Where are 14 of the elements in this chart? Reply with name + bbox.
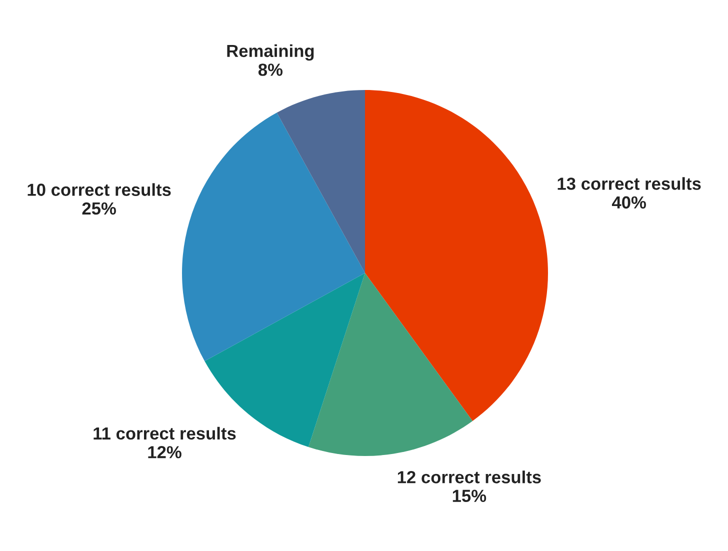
data-label: 15% xyxy=(452,490,486,502)
data-label: 40% xyxy=(612,196,646,209)
data-label: 8% xyxy=(258,64,283,76)
slice-label: 12 correct results xyxy=(398,470,541,484)
slice-label: 13 correct results xyxy=(558,177,701,190)
pie-slice xyxy=(365,90,548,422)
data-label: 25% xyxy=(82,202,116,215)
slice-label: Remaining xyxy=(227,44,314,61)
pie-slice xyxy=(308,273,473,456)
pie-slice xyxy=(276,90,365,273)
slice-label: 11 correct results xyxy=(94,426,236,440)
pie-slice xyxy=(182,112,365,362)
slice-label: 10 correct results xyxy=(28,183,171,196)
data-label: 12% xyxy=(148,446,182,458)
